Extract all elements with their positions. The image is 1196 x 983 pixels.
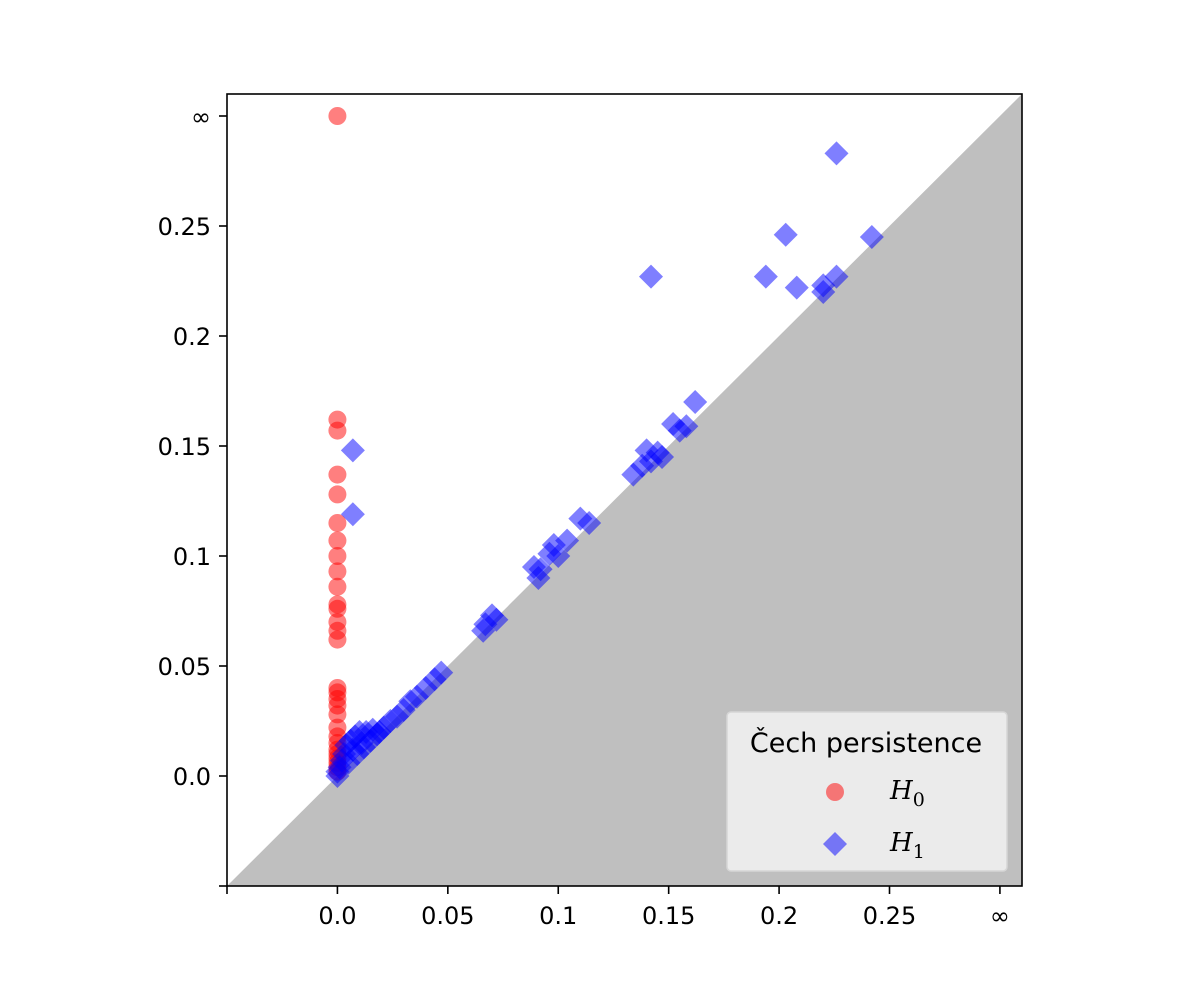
legend-title: Čech persistence xyxy=(750,727,982,759)
point-h1 xyxy=(639,264,663,289)
point-h1 xyxy=(753,264,778,289)
point-h1 xyxy=(471,618,496,643)
point-h1 xyxy=(340,737,365,762)
legend-item-h1: H1 xyxy=(823,828,925,863)
legend-label-h1-subscript: 1 xyxy=(913,841,925,863)
legend-label-h1: H1 xyxy=(889,828,925,863)
point-h0 xyxy=(328,514,347,532)
y-tick-label: 0.05 xyxy=(158,653,211,681)
point-h0 xyxy=(328,531,347,550)
legend-label-h0-subscript: 0 xyxy=(913,789,925,811)
x-tick-label: 0.15 xyxy=(642,902,695,930)
point-h0 xyxy=(328,547,347,565)
y-tick-label: ∞ xyxy=(191,103,211,131)
point-h0 xyxy=(328,630,347,649)
point-h0 xyxy=(328,577,347,596)
point-h1 xyxy=(811,280,836,304)
y-axis: 0.0 0.05 0.1 0.15 0.2 0.25 ∞ xyxy=(158,103,227,887)
point-h1 xyxy=(537,541,562,566)
legend-marker-h1 xyxy=(823,832,847,856)
point-h1 xyxy=(367,720,392,744)
point-h0 xyxy=(328,107,347,125)
point-h1 xyxy=(784,275,809,300)
y-tick-label: 0.1 xyxy=(173,543,211,571)
legend-marker-h0 xyxy=(826,783,844,801)
x-tick-label: 0.2 xyxy=(760,902,798,930)
legend-label-h0-name: H xyxy=(889,776,914,806)
point-h1 xyxy=(683,390,708,414)
x-tick-label: 0.05 xyxy=(421,902,474,930)
point-h1 xyxy=(340,438,365,463)
x-axis: 0.0 0.05 0.1 0.15 0.2 0.25 ∞ xyxy=(226,886,1010,930)
point-h0 xyxy=(328,599,347,618)
x-tick-label: 0.25 xyxy=(863,902,916,930)
point-h1 xyxy=(340,502,365,527)
point-h1 xyxy=(859,225,884,249)
legend-item-h0: H0 xyxy=(826,776,925,811)
x-tick-label: 0.1 xyxy=(539,902,577,930)
x-tick-label: 0.0 xyxy=(318,902,356,930)
legend: Čech persistence H0 H1 xyxy=(726,711,1008,872)
point-h1 xyxy=(621,462,646,487)
x-tick-label: ∞ xyxy=(990,902,1010,930)
point-h0 xyxy=(328,705,347,724)
point-h1 xyxy=(824,141,849,166)
legend-label-h1-name: H xyxy=(889,828,914,858)
point-h1 xyxy=(773,222,798,247)
y-tick-label: 0.0 xyxy=(173,763,211,791)
point-h1 xyxy=(325,764,350,788)
point-h1 xyxy=(824,264,849,289)
point-h0 xyxy=(328,465,347,484)
y-tick-label: 0.15 xyxy=(158,433,211,461)
point-h0 xyxy=(328,421,347,440)
point-h1 xyxy=(577,511,602,535)
points-layer xyxy=(325,107,884,788)
plot-frame xyxy=(226,93,1023,887)
point-h1 xyxy=(526,566,551,590)
point-h0 xyxy=(328,562,347,581)
legend-box xyxy=(726,711,1008,872)
series-h1 xyxy=(325,141,884,788)
y-tick-label: 0.25 xyxy=(158,213,211,241)
point-h0 xyxy=(328,485,347,504)
y-tick-label: 0.2 xyxy=(173,323,211,351)
point-h1 xyxy=(667,418,692,443)
legend-label-h0: H0 xyxy=(889,776,925,811)
